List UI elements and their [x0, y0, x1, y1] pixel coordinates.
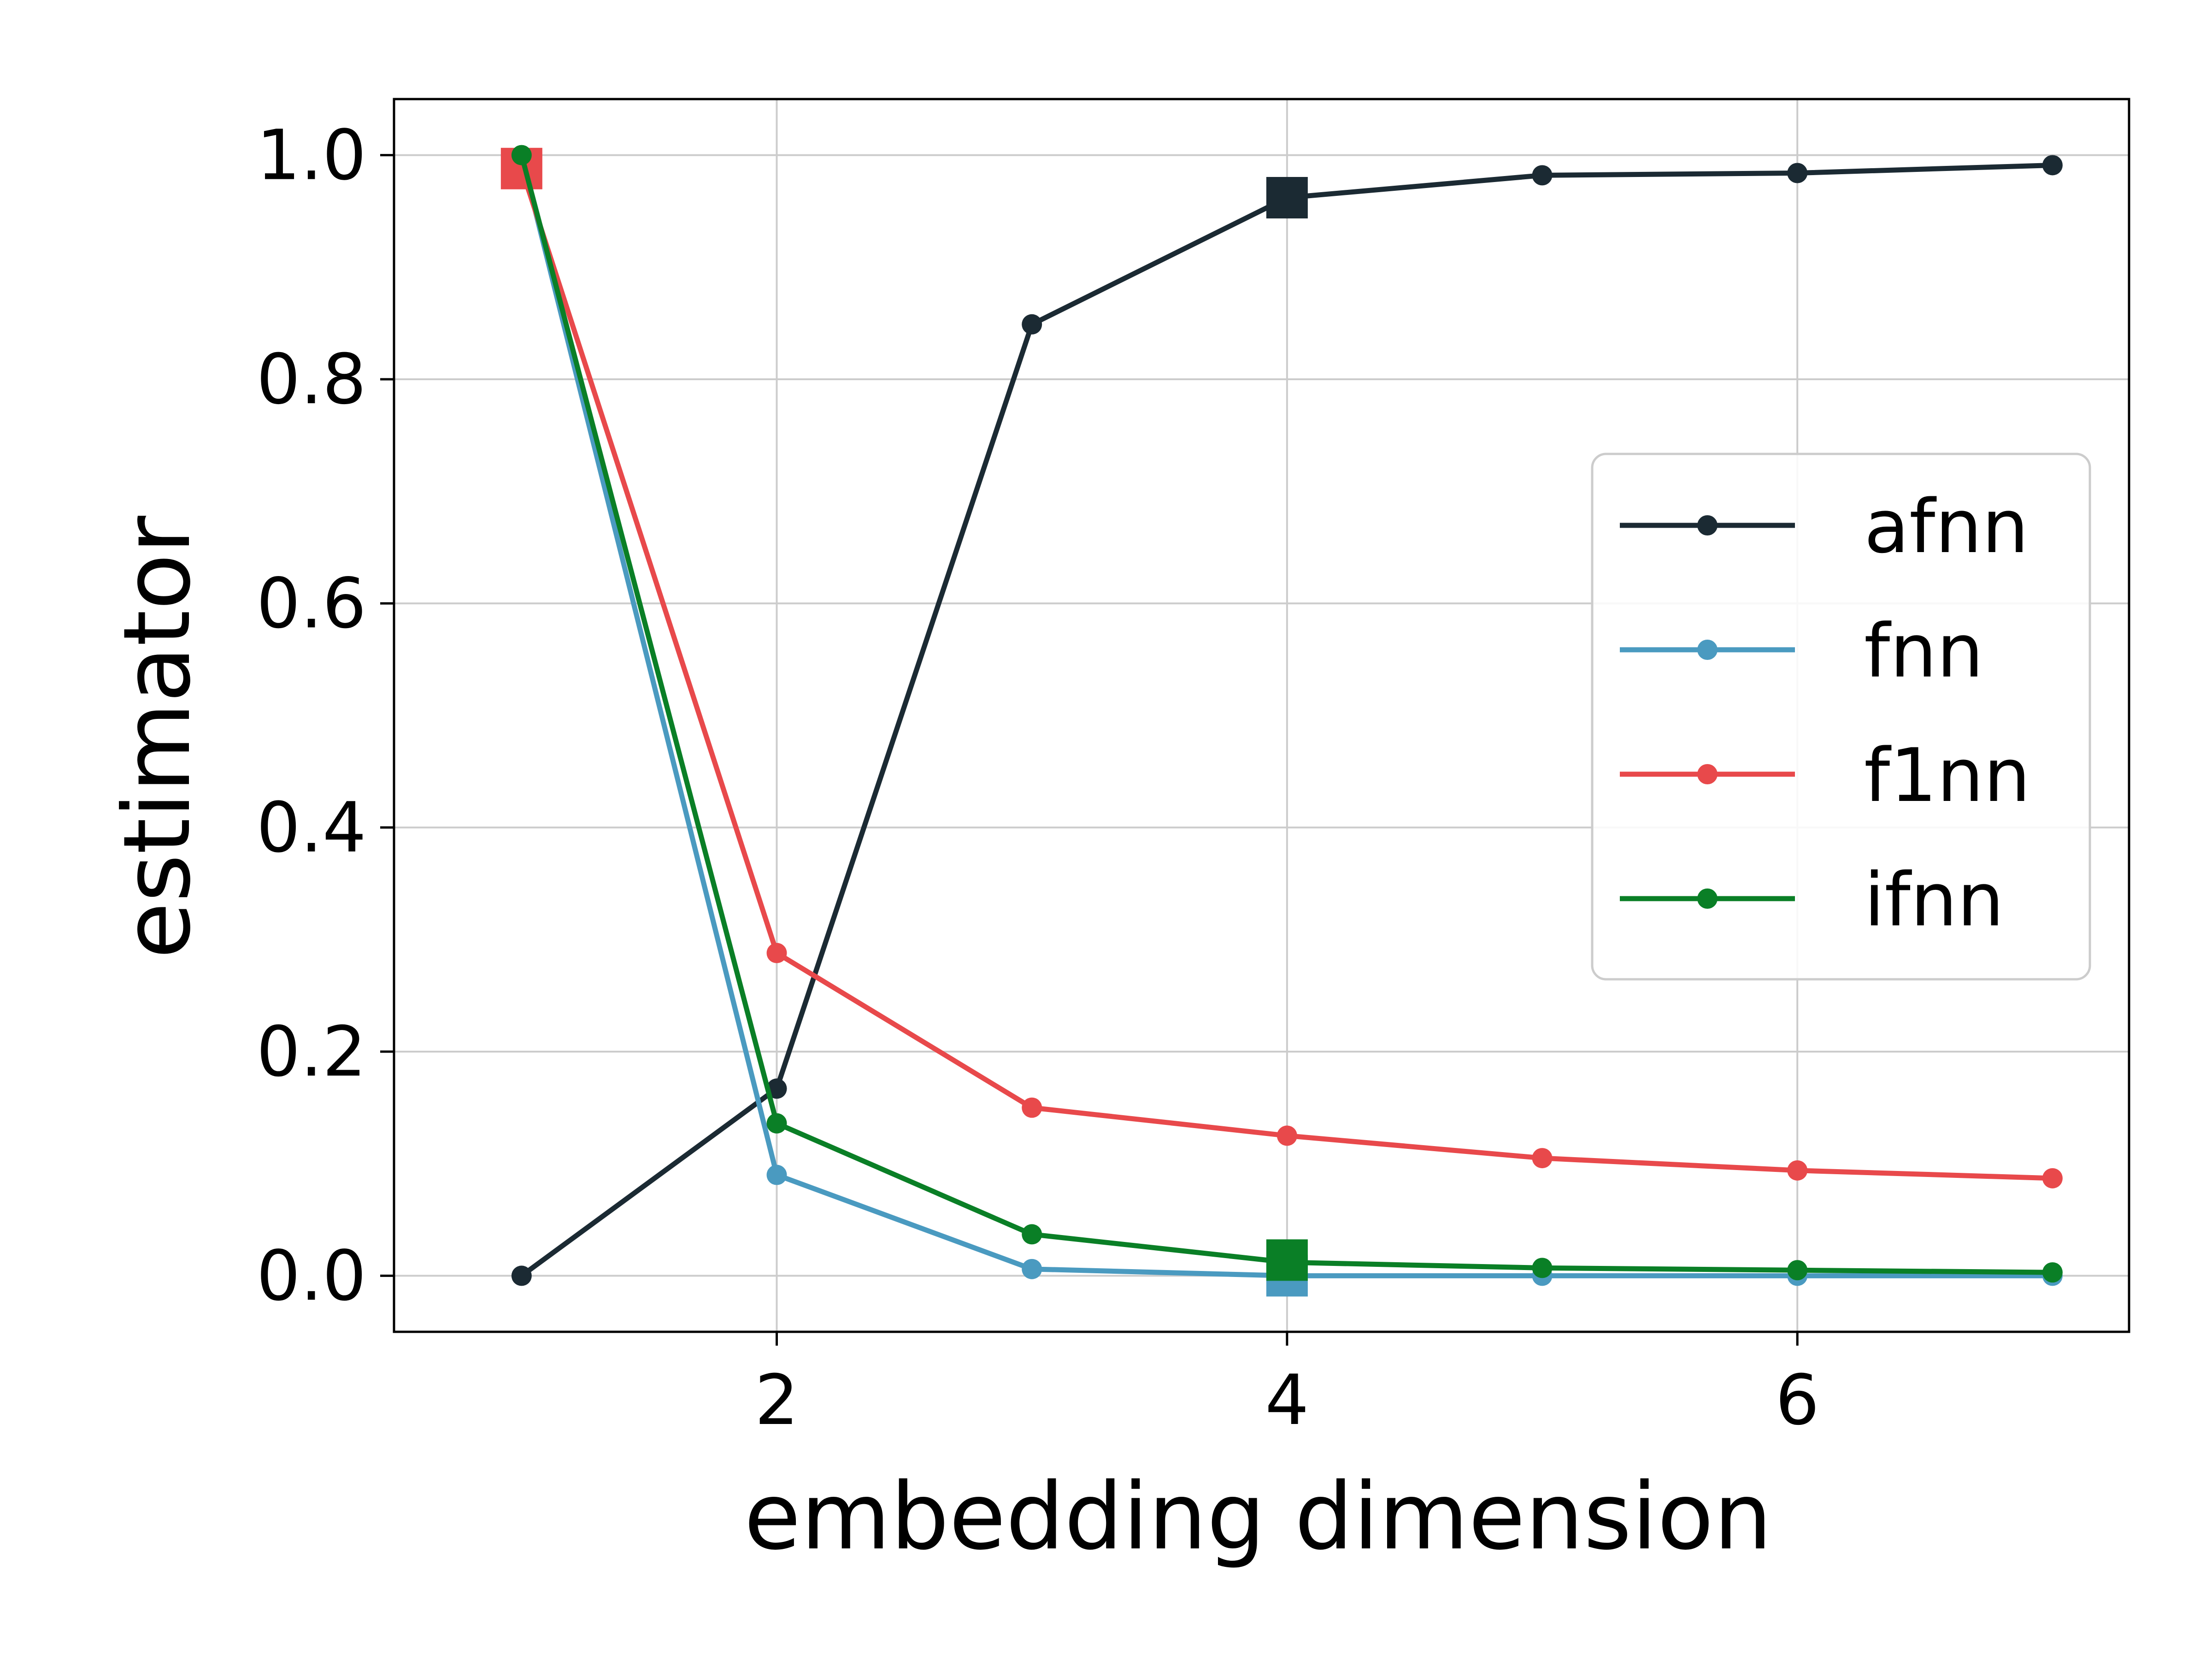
- data-point-afnn: [1532, 165, 1553, 186]
- x-axis-label: embedding dimension: [744, 1463, 1772, 1571]
- legend-box: [1591, 453, 2091, 981]
- data-point-ifnn: [1532, 1258, 1553, 1278]
- data-point-ifnn: [1022, 1224, 1042, 1245]
- data-point-afnn: [2042, 155, 2063, 176]
- legend-label-afnn: afnn: [1864, 483, 2029, 570]
- legend-marker-fnn: [1697, 640, 1718, 660]
- axes: 2 4 6 0.0 0.2 0.4 0.6 0.8 1.0: [256, 98, 2130, 1441]
- grid-lines: [394, 99, 2129, 1332]
- data-point-f1nn: [1532, 1148, 1553, 1169]
- legend-marker-ifnn: [1697, 888, 1718, 909]
- data-point-ifnn: [2042, 1262, 2063, 1283]
- data-point-afnn: [1022, 314, 1042, 335]
- data-point-f1nn: [766, 943, 787, 964]
- x-tick-label: 6: [1776, 1360, 1819, 1441]
- series-lines: [500, 145, 2063, 1297]
- legend-label-f1nn: f1nn: [1864, 732, 2030, 818]
- y-tick-label: 0.2: [256, 1012, 366, 1092]
- legend-marker-f1nn: [1697, 764, 1718, 784]
- data-point-fnn: [766, 1165, 787, 1185]
- data-point-f1nn: [2042, 1168, 2063, 1188]
- x-tick-label: 2: [755, 1360, 799, 1441]
- y-tick-label: 0.4: [256, 788, 366, 868]
- legend-label-ifnn: ifnn: [1864, 857, 2004, 943]
- data-point-afnn: [511, 1265, 532, 1286]
- highlight-marker-afnn: [1266, 177, 1308, 218]
- y-axis-label: estimator: [104, 515, 211, 959]
- legend: afnn fnn f1nn ifnn: [1591, 453, 2091, 981]
- data-point-afnn: [766, 1078, 787, 1099]
- y-tick-label: 0.8: [256, 340, 366, 420]
- data-point-f1nn: [1787, 1160, 1808, 1181]
- data-point-ifnn: [766, 1113, 787, 1134]
- legend-label-fnn: fnn: [1864, 608, 1983, 694]
- legend-marker-afnn: [1697, 515, 1718, 535]
- data-point-fnn: [1022, 1259, 1042, 1279]
- data-point-afnn: [1787, 163, 1808, 183]
- x-tick-label: 4: [1265, 1360, 1309, 1441]
- highlight-marker-ifnn: [1266, 1239, 1308, 1281]
- data-point-ifnn: [511, 145, 532, 165]
- y-tick-label: 1.0: [256, 116, 366, 196]
- plot-frame: [393, 98, 2130, 1333]
- data-point-f1nn: [1277, 1125, 1297, 1146]
- data-point-ifnn: [1787, 1260, 1808, 1281]
- y-tick-label: 0.0: [256, 1236, 366, 1316]
- y-tick-label: 0.6: [256, 564, 366, 644]
- data-point-f1nn: [1022, 1097, 1042, 1118]
